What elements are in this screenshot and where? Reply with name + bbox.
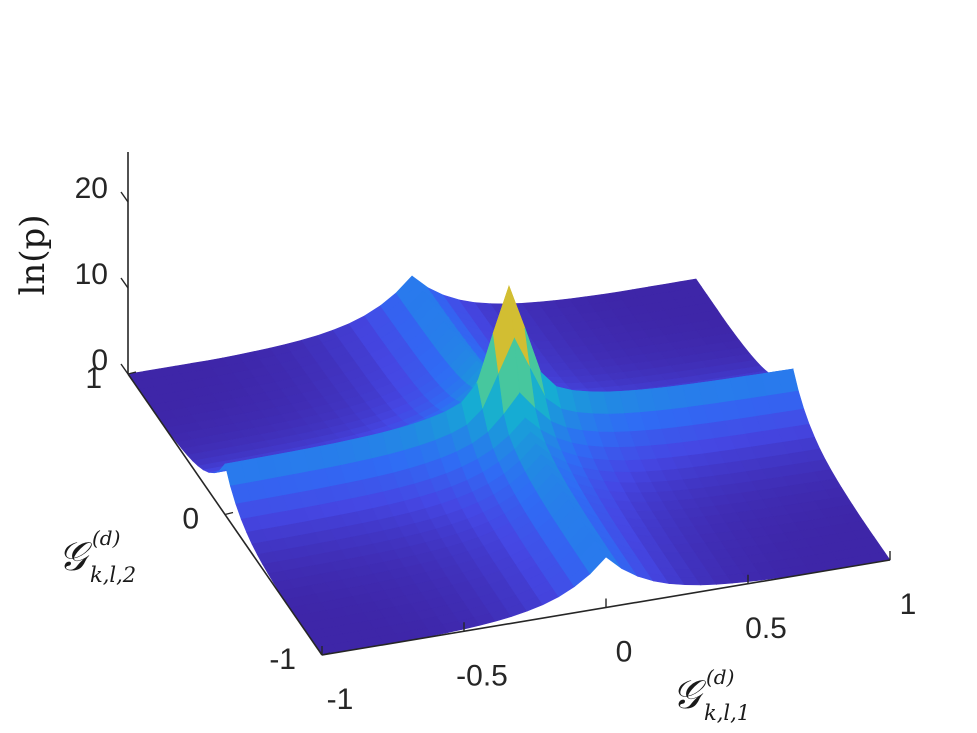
y-tick-mark <box>321 652 331 656</box>
y-tick-label: 1 <box>85 362 102 395</box>
z-axis-label: ln(p) <box>13 214 53 295</box>
y-tick-mark <box>224 511 234 516</box>
x-tick-label: -0.5 <box>456 659 508 692</box>
z-tick-mark <box>120 191 129 203</box>
z-axis-label-text: ln(p) <box>13 214 53 295</box>
x-tick-label: 0.5 <box>745 612 787 645</box>
x-tick-label: 1 <box>900 588 917 621</box>
z-tick-label: 20 <box>75 172 108 205</box>
x-axis-label-superscript: (d) <box>706 665 734 689</box>
x-axis-label: 𝒢 (d) k,l,1 <box>672 665 750 725</box>
y-axis-label-superscript: (d) <box>92 526 120 550</box>
z-tick-mark <box>120 277 129 289</box>
x-axis-label-subscript: k,l,1 <box>704 701 750 725</box>
surface <box>127 275 891 656</box>
z-tick-mark <box>120 363 129 375</box>
y-axis-label: 𝒢 (d) k,l,2 <box>58 526 136 587</box>
x-tick-label: -1 <box>327 683 354 716</box>
y-tick-mark <box>127 371 137 375</box>
x-tick-label: 0 <box>616 636 633 669</box>
y-tick-label: 0 <box>182 503 199 536</box>
y-tick-label: -1 <box>269 643 296 676</box>
z-tick-label: 10 <box>75 258 108 291</box>
y-axis-label-subscript: k,l,2 <box>90 563 136 587</box>
z-tick-label: 0 <box>91 344 108 377</box>
x-axis-label-symbol: 𝒢 <box>672 672 707 718</box>
y-axis-label-symbol: 𝒢 <box>58 534 93 580</box>
